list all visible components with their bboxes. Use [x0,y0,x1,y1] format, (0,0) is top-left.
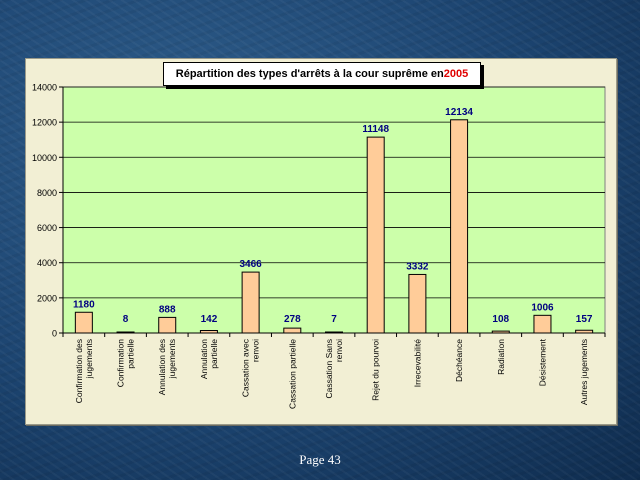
x-tick-label: Rejet du pourvoi [371,339,381,401]
x-tick-label: Déchéance [454,339,464,382]
x-tick-label-line: Rejet du pourvoi [371,339,381,401]
bar [533,314,552,334]
y-tick-label: 14000 [32,83,57,93]
data-label: 142 [201,314,218,325]
x-tick-label: Annulation partielle [199,339,219,379]
data-label: 1006 [531,302,554,313]
x-tick-label: Cassation Sans renvoi [324,339,344,399]
y-tick-label: 6000 [37,223,57,233]
x-tick-label-line: Confirmation des [74,339,84,403]
x-tick-label-line: Autres jugements [579,339,589,405]
y-tick-label: 8000 [37,188,57,198]
x-tick-label-line: Désistement [537,338,547,386]
bar [116,331,135,334]
x-tick-label-line: Déchéance [454,339,464,382]
x-tick-label-line: Cassation Sans [324,339,334,399]
x-tick-label: Confirmation des jugements [74,339,94,403]
x-tick-label: Radiation [496,339,506,375]
x-tick-label-line: jugements [167,339,177,379]
data-label: 3332 [406,261,429,272]
data-label: 3466 [239,259,262,270]
bar [199,330,218,334]
y-tick-label: 10000 [32,153,57,163]
y-tick-label: 12000 [32,118,57,128]
x-tick-label: Cassation avec renvoi [241,338,261,397]
plot-area [62,86,606,334]
data-label: 1180 [73,299,95,310]
bar [283,327,302,334]
x-tick-label-line: Confirmation [116,339,126,387]
data-label: 11148 [362,124,389,135]
data-label: 278 [284,314,301,325]
x-tick-label-line: jugements [84,339,94,379]
data-label: 108 [492,314,509,325]
bar [491,330,510,334]
bar [366,136,385,334]
y-tick-label: 0 [52,329,57,339]
x-tick-label: Désistement [537,338,547,386]
page-number: Page 43 [299,452,341,467]
x-tick-label: Autres jugements [579,339,589,405]
y-tick-label: 2000 [37,293,57,303]
data-label: 157 [576,314,593,325]
bar [450,119,469,334]
chart-title-text: Répartition des types d'arrêts à la cour… [175,68,444,80]
x-tick-label-line: Radiation [496,339,506,375]
bar [158,316,177,334]
chart-title-year: 2005 [443,68,469,80]
bar [325,331,343,334]
x-tick-label-line: Cassation partielle [287,339,297,409]
data-label: 7 [331,314,337,325]
x-tick-label-line: partielle [126,339,136,369]
bar [74,311,93,334]
x-tick-label-line: renvoi [251,339,261,362]
bar [241,271,260,334]
x-tick-label-line: Cassation avec [241,338,251,397]
x-tick-label-line: Annulation [199,339,209,379]
bar [575,329,594,334]
y-tick-label: 4000 [37,258,57,268]
data-label: 888 [159,304,176,315]
bar [408,273,427,334]
chart-title: Répartition des types d'arrêts à la cour… [163,62,481,86]
x-tick-label-line: renvoi [334,339,344,362]
x-tick-label: Irrecevabilité [412,339,422,387]
x-tick-label-line: partielle [209,339,219,369]
data-label: 12134 [445,107,473,118]
x-tick-label: Cassation partielle [287,339,297,409]
x-tick-label-line: Annulation des [157,339,167,395]
data-label: 8 [123,314,129,325]
x-tick-label: Confirmation partielle [116,339,136,387]
x-tick-label-line: Irrecevabilité [412,339,422,387]
x-tick-label: Annulation des jugements [157,339,177,395]
